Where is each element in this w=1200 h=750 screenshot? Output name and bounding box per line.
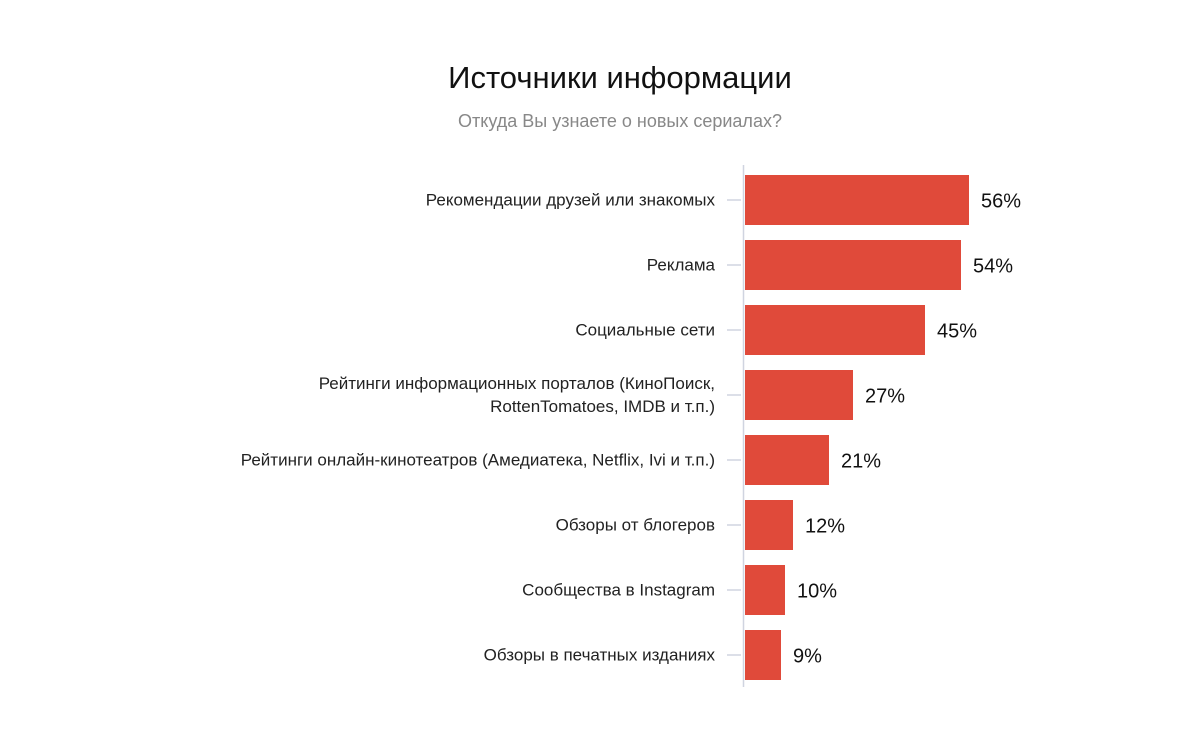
bar (745, 175, 969, 225)
bar (745, 565, 785, 615)
bar (745, 435, 829, 485)
value-label: 10% (797, 580, 838, 603)
value-label: 56% (981, 190, 1022, 213)
chart-subtitle: Откуда Вы узнаете о новых сериалах? (458, 111, 782, 131)
y-tick-label: Рейтинги онлайн-кинотеатров (Амедиатека,… (240, 450, 715, 470)
y-tick-label: Рекомендации друзей или знакомых (425, 190, 715, 210)
bar (745, 500, 793, 550)
bar (745, 305, 925, 355)
value-label: 54% (973, 255, 1014, 278)
value-label: 45% (937, 320, 978, 343)
value-label: 21% (841, 450, 882, 473)
value-label: 27% (865, 385, 906, 408)
y-tick-label: Социальные сети (575, 320, 715, 340)
y-tick-label: Обзоры в печатных изданиях (483, 645, 715, 665)
y-tick-label: Рейтинги информационных порталов (КиноПо… (318, 374, 715, 416)
y-tick-label: Сообщества в Instagram (522, 580, 715, 600)
bar (745, 240, 961, 290)
y-tick-label: Обзоры от блогеров (555, 515, 715, 535)
value-label: 12% (805, 515, 846, 538)
chart-title: Источники информации (448, 60, 792, 95)
y-tick-label: Реклама (646, 255, 715, 275)
bar (745, 630, 781, 680)
value-label: 9% (793, 645, 822, 668)
bar (745, 370, 853, 420)
